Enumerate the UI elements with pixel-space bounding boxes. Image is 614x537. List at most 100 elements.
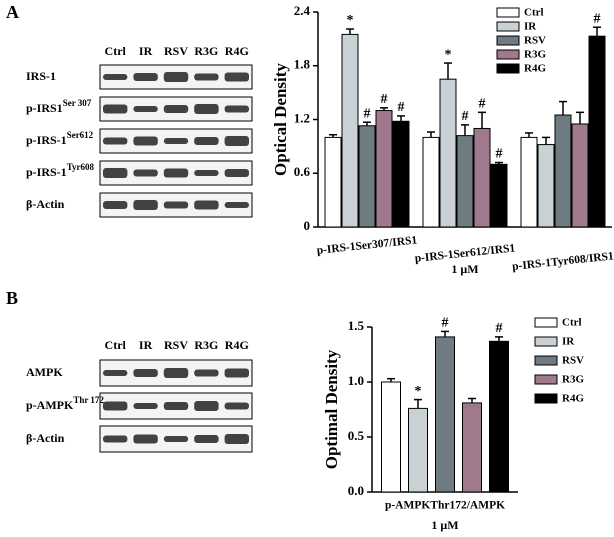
panel-letter: A (6, 2, 19, 22)
blot-band (133, 136, 158, 146)
blot-band (224, 402, 249, 410)
panel-letter: B (6, 288, 18, 308)
blot-band (224, 434, 249, 444)
x-tick-label: p-IRS-1Tyr608/IRS1 (512, 250, 614, 273)
legend-swatch (496, 21, 520, 32)
legend-label: R4G (524, 63, 546, 75)
blot-band (103, 201, 128, 209)
x-axis-label: 1 μM (451, 262, 478, 276)
bar (375, 110, 393, 228)
blot-band (163, 436, 189, 442)
x-tick-label: p-AMPKThr172/AMPK (385, 500, 505, 512)
lane-label: R3G (194, 44, 218, 58)
blot-band (163, 201, 189, 209)
row-name: β-Actin (26, 431, 65, 445)
blot-band (224, 202, 249, 208)
significance: # (496, 321, 503, 336)
row-name: AMPK (26, 365, 63, 379)
bar (341, 33, 359, 228)
legend-label: R4G (562, 393, 584, 405)
blot-band (224, 368, 249, 378)
legend-swatch (496, 35, 520, 46)
blot-band (133, 73, 158, 81)
significance: * (415, 384, 422, 399)
y-tick-label: 0 (304, 218, 311, 233)
row-sup: Thr 172 (73, 395, 104, 405)
lane-label: Ctrl (105, 44, 127, 58)
blot-band (163, 168, 189, 178)
blot-band (133, 434, 158, 444)
blot-band (194, 137, 219, 145)
row-label: AMPK (26, 365, 63, 379)
bar (381, 381, 401, 493)
x-axis-label: 1 μM (431, 518, 458, 532)
blot-band (133, 403, 158, 409)
lane-label: IR (139, 44, 153, 58)
lane-label: RSV (164, 338, 188, 352)
row-label: p-IRS1Ser 307 (26, 98, 92, 115)
blot-band (163, 72, 189, 82)
significance: * (347, 13, 354, 28)
row-label: p-IRS-1Ser612 (26, 130, 94, 147)
legend-swatch (496, 7, 520, 18)
y-tick-label: 1.2 (294, 110, 310, 125)
bar (473, 127, 491, 228)
significance: # (398, 100, 405, 115)
blot-band (224, 169, 249, 177)
bar (554, 114, 572, 228)
blot-band (194, 435, 219, 443)
bar (462, 402, 482, 493)
y-axis-label: Optical Density (271, 63, 290, 176)
row-name: p-IRS1 (26, 101, 63, 115)
row-sup: Ser612 (67, 130, 94, 140)
bar (571, 123, 589, 228)
bar (392, 120, 410, 228)
legend-swatch (496, 49, 520, 60)
row-label: p-AMPKThr 172 (26, 395, 104, 412)
row-label: β-Actin (26, 197, 65, 211)
significance: # (381, 92, 388, 107)
significance: # (594, 11, 601, 26)
blot-band (194, 369, 219, 377)
lane-label: IR (139, 338, 153, 352)
lane-label: Ctrl (105, 338, 127, 352)
significance: # (479, 97, 486, 112)
blot-band (133, 369, 158, 377)
blot-band (133, 200, 158, 210)
legend-label: RSV (524, 35, 546, 47)
bar (520, 136, 538, 228)
significance: # (462, 109, 469, 124)
significance: # (442, 316, 449, 331)
blot-band (163, 105, 189, 113)
legend-swatch (534, 336, 558, 347)
legend-label: R3G (562, 374, 584, 386)
bar (422, 136, 440, 228)
blot-band (103, 435, 128, 443)
legend-swatch (534, 393, 558, 404)
blot-band (103, 168, 128, 178)
bar (435, 336, 455, 493)
blot-band (163, 402, 189, 410)
blot-band (224, 136, 249, 146)
y-tick-label: 2.4 (294, 3, 311, 18)
y-axis-label: Optimal Density (322, 349, 341, 469)
row-sup: Tyr608 (67, 162, 95, 172)
bar (456, 135, 474, 228)
row-label: p-IRS-1Tyr608 (26, 162, 95, 179)
row-name: p-IRS-1 (26, 133, 67, 147)
blot-band (163, 138, 189, 144)
blot-band (103, 104, 128, 114)
row-label: β-Actin (26, 431, 65, 445)
blot-band (133, 169, 158, 177)
blot-band (103, 137, 128, 145)
legend-swatch (534, 355, 558, 366)
row-name: IRS-1 (26, 69, 56, 83)
legend-label: IR (562, 336, 575, 348)
blot-band (224, 105, 249, 113)
bar (588, 35, 606, 228)
bar (490, 163, 508, 228)
legend-label: Ctrl (524, 7, 544, 19)
legend-swatch (534, 374, 558, 385)
lane-label: R4G (225, 44, 249, 58)
